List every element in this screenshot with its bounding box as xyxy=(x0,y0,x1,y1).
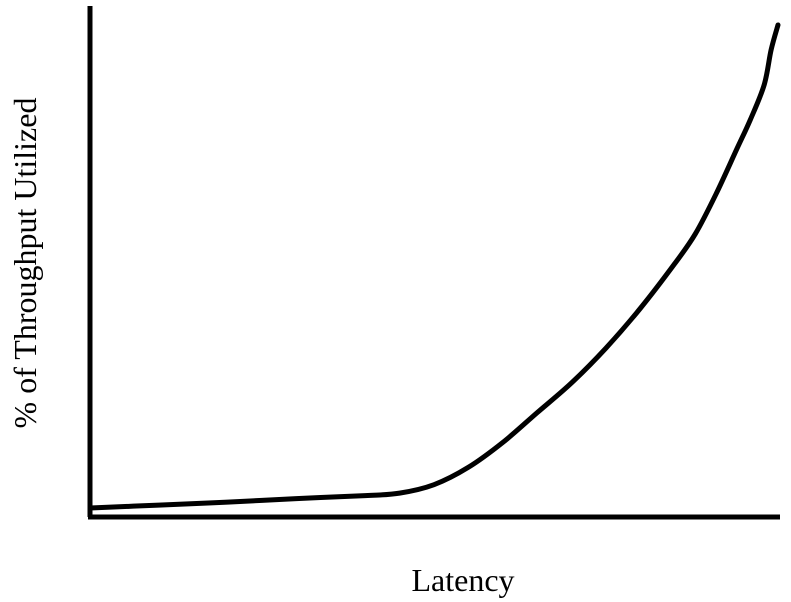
series-layer xyxy=(90,25,778,508)
x-axis-label: Latency xyxy=(411,562,514,598)
y-axis-label: % of Throughput Utilized xyxy=(7,98,43,429)
series-line-0 xyxy=(90,25,778,508)
